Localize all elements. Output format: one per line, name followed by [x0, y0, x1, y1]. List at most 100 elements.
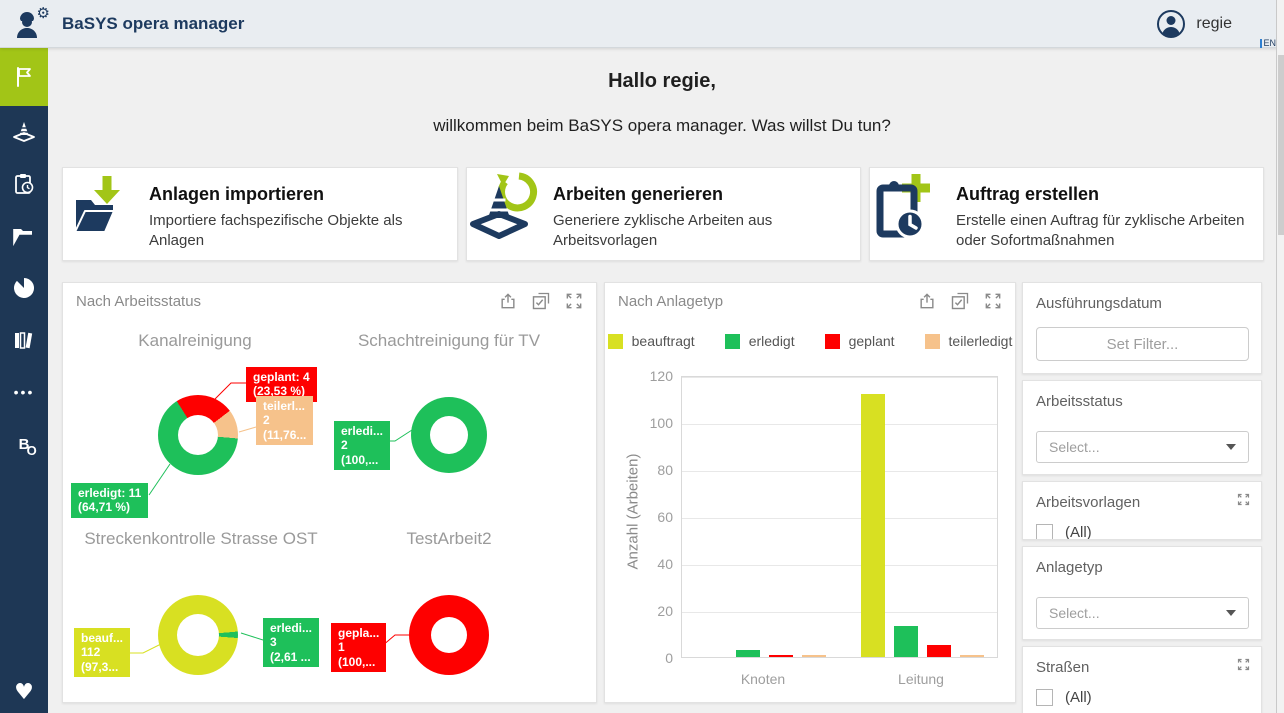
y-tick-label: 120 [649, 368, 673, 384]
action-card-import[interactable]: Anlagen importieren Importiere fachspezi… [62, 167, 458, 261]
nav-item-orders[interactable] [0, 158, 48, 210]
fullscreen-icon[interactable] [1236, 492, 1251, 507]
books-icon [15, 332, 33, 349]
checkbox[interactable] [1036, 689, 1053, 706]
app-title: BaSYS opera manager [62, 13, 245, 33]
greeting-title: Hallo regie, [608, 70, 716, 92]
filter-card-arbeitsvorlagen: Arbeitsvorlagen (All) [1022, 481, 1262, 540]
filter-card-ausfuehrungsdatum: Ausführungsdatum Set Filter... [1022, 282, 1262, 374]
heart-icon[interactable]: ♥ [14, 680, 34, 705]
legend-swatch [824, 333, 840, 349]
donut-chart-title: Schachtreinigung für TV [357, 331, 541, 350]
bar-beauftragt-Leitung[interactable] [860, 393, 885, 657]
clipboard-add-icon [870, 168, 956, 262]
panel-title: Nach Arbeitsstatus [76, 293, 202, 310]
bar-geplant-Leitung[interactable] [926, 645, 951, 657]
bar-legend: beauftragt erledigt geplant teilerledigt [605, 333, 1015, 349]
filter-card-arbeitsstatus: Arbeitsstatus Select... [1022, 380, 1262, 475]
legend-swatch [724, 333, 740, 349]
greeting-subtitle: willkommen beim BaSYS opera manager. Was… [433, 116, 891, 135]
donut-chart-1[interactable] [158, 395, 238, 475]
donut-chart-3[interactable] [158, 595, 238, 675]
fullscreen-icon[interactable] [1236, 657, 1251, 672]
page-scrollbar[interactable] [1276, 0, 1284, 713]
legend-label: geplant [848, 333, 895, 349]
avatar-icon [1157, 10, 1186, 38]
gear-icon: ⚙ [36, 3, 50, 22]
panel-header: Nach Arbeitsstatus [63, 283, 596, 319]
nav-item-reports[interactable] [0, 262, 48, 314]
legend-item-geplant[interactable]: geplant [824, 333, 895, 349]
legend-swatch [607, 333, 623, 349]
y-tick-label: 60 [657, 509, 673, 525]
anlagetyp-select[interactable]: Select... [1036, 597, 1249, 629]
arbeitsstatus-body: Kanalreinigung geplant: 4 (23,53 %) teilerl… [63, 283, 596, 702]
card-title: Anlagen importieren [149, 184, 325, 204]
user-name: regie [1196, 15, 1232, 32]
arbeitsstatus-select[interactable]: Select... [1036, 431, 1249, 463]
export-icon[interactable] [498, 291, 518, 311]
export-icon[interactable] [917, 291, 937, 311]
card-description: Erstelle einen Auftrag für zyklische Arb… [956, 212, 1245, 250]
action-card-create-order[interactable]: Auftrag erstellen Erstelle einen Auftrag… [869, 167, 1264, 261]
nav-item-projects[interactable] [0, 210, 48, 262]
cone-cycle-icon [467, 168, 553, 262]
y-tick-label: 40 [657, 556, 673, 572]
select-data-icon[interactable] [950, 291, 970, 311]
legend-item-teilerledigt[interactable]: teilerledigt [924, 333, 1012, 349]
filter-title: Anlagetyp [1036, 559, 1103, 576]
donut-chart-4[interactable] [409, 595, 489, 675]
filter-title: Arbeitsvorlagen [1036, 494, 1141, 511]
legend-item-beauftragt[interactable]: beauftragt [607, 333, 695, 349]
y-tick-label: 80 [657, 462, 673, 478]
all-checkbox-row[interactable]: (All) [1036, 689, 1092, 706]
ellipsis-icon: ••• [13, 384, 35, 400]
bar-geplant-Knoten[interactable] [768, 654, 793, 657]
bar-teilerledigt-Leitung[interactable] [959, 654, 984, 657]
filter-card-strassen: Straßen (All) [1022, 646, 1262, 713]
all-checkbox-row[interactable]: (All) [1036, 524, 1092, 539]
action-card-generate[interactable]: Arbeiten generieren Generiere zyklische … [466, 167, 861, 261]
legend-item-erledigt[interactable]: erledigt [724, 333, 795, 349]
fullscreen-icon[interactable] [983, 291, 1003, 311]
gridline [682, 424, 997, 425]
nav-item-works[interactable] [0, 106, 48, 158]
bar-teilerledigt-Knoten[interactable] [801, 654, 826, 657]
traffic-cone-icon [13, 122, 35, 142]
y-tick-label: 0 [665, 650, 673, 666]
bar-erledigt-Knoten[interactable] [735, 649, 760, 657]
gridline [682, 612, 997, 613]
bar-erledigt-Leitung[interactable] [893, 626, 918, 657]
nav-item-library[interactable] [0, 314, 48, 366]
x-category-label: Knoten [740, 671, 786, 687]
select-data-icon[interactable] [531, 291, 551, 311]
gridline [682, 471, 997, 472]
user-menu[interactable]: regie [1156, 0, 1232, 48]
scrollbar-thumb[interactable] [1278, 55, 1284, 235]
y-axis-label: Anzahl (Arbeiten) [624, 453, 642, 570]
donut-callout-beauftragt: beauf... 112 (97,3... [74, 628, 131, 678]
bar-plot-area [681, 376, 998, 658]
chevron-down-icon [1226, 610, 1236, 616]
donut-chart-2[interactable] [411, 397, 487, 473]
donut-chart-title: Streckenkontrolle Strasse OST [84, 529, 318, 548]
filter-card-anlagetyp: Anlagetyp Select... [1022, 546, 1262, 640]
donut-callout-geplant: geplant: 4 (23,53 %) [246, 367, 317, 402]
gridline [682, 377, 997, 378]
fullscreen-icon[interactable] [564, 291, 584, 311]
app-header: ⚙ BaSYS opera manager regie EN [0, 0, 1284, 48]
card-description: Importiere fachspezifische Objekte als A… [149, 212, 403, 250]
filter-title: Straßen [1036, 659, 1090, 676]
donut-hole [178, 415, 218, 455]
folder-icon [13, 229, 32, 247]
anlagetyp-panel: Nach Anlagetyp beauftragt erledigt geplant… [604, 282, 1016, 703]
arbeitsstatus-panel: Nach Arbeitsstatus [62, 282, 597, 703]
set-filter-button[interactable]: Set Filter... [1036, 327, 1249, 361]
nav-item-flag[interactable] [0, 48, 48, 106]
checkbox[interactable] [1036, 524, 1053, 539]
nav-item-more[interactable]: ••• [0, 366, 48, 418]
card-description: Generiere zyklische Arbeiten aus Arbeits… [553, 212, 773, 250]
legend-swatch [924, 333, 940, 349]
